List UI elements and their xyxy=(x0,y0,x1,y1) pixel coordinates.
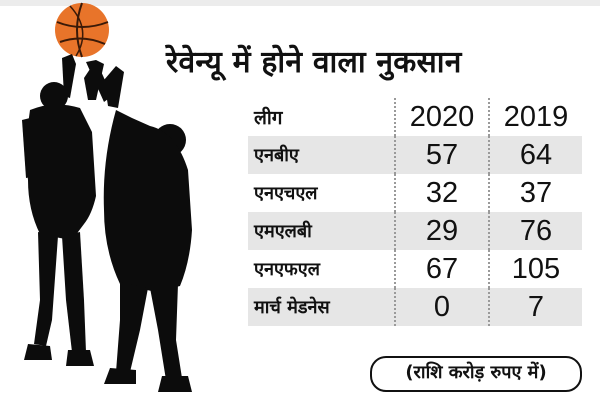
value-2020: 57 xyxy=(394,136,489,174)
table-header-row: लीग 2020 2019 xyxy=(248,98,582,136)
value-2020: 32 xyxy=(394,174,489,212)
table-row: एनएचएल 32 37 xyxy=(248,174,582,212)
page-title: रेवेन्यू में होने वाला नुकसान xyxy=(166,45,462,80)
column-header-league: लीग xyxy=(254,107,283,129)
value-2020: 29 xyxy=(394,212,489,250)
revenue-loss-table: लीग 2020 2019 एनबीए 57 64 एनएचएल 32 37 ए… xyxy=(248,98,582,326)
league-name: एमएलबी xyxy=(248,212,395,250)
table-row: एनबीए 57 64 xyxy=(248,136,582,174)
column-header-2020: 2020 xyxy=(394,98,489,136)
table-row: एमएलबी 29 76 xyxy=(248,212,582,250)
value-2020: 0 xyxy=(394,288,489,326)
basketball-icon xyxy=(55,2,109,58)
league-name: मार्च मेडनेस xyxy=(248,288,395,326)
league-name: एनएचएल xyxy=(254,183,318,204)
value-2019: 64 xyxy=(488,136,582,174)
player-silhouette xyxy=(22,54,104,366)
currency-note-badge: (राशि करोड़ रुपए में) xyxy=(370,356,582,392)
value-2019: 7 xyxy=(488,288,582,326)
column-header-2019: 2019 xyxy=(488,98,582,136)
value-2020: 67 xyxy=(394,250,489,288)
league-name: एनबीए xyxy=(248,136,395,174)
table-row: एनएफएल 67 105 xyxy=(248,250,582,288)
value-2019: 105 xyxy=(488,250,582,288)
player-silhouette xyxy=(86,60,192,392)
top-strip xyxy=(0,0,600,6)
value-2019: 37 xyxy=(488,174,582,212)
value-2019: 76 xyxy=(488,212,582,250)
basketball-players-illustration xyxy=(22,2,192,392)
table-row: मार्च मेडनेस 0 7 xyxy=(248,288,582,326)
league-name: एनएफएल xyxy=(254,259,320,280)
